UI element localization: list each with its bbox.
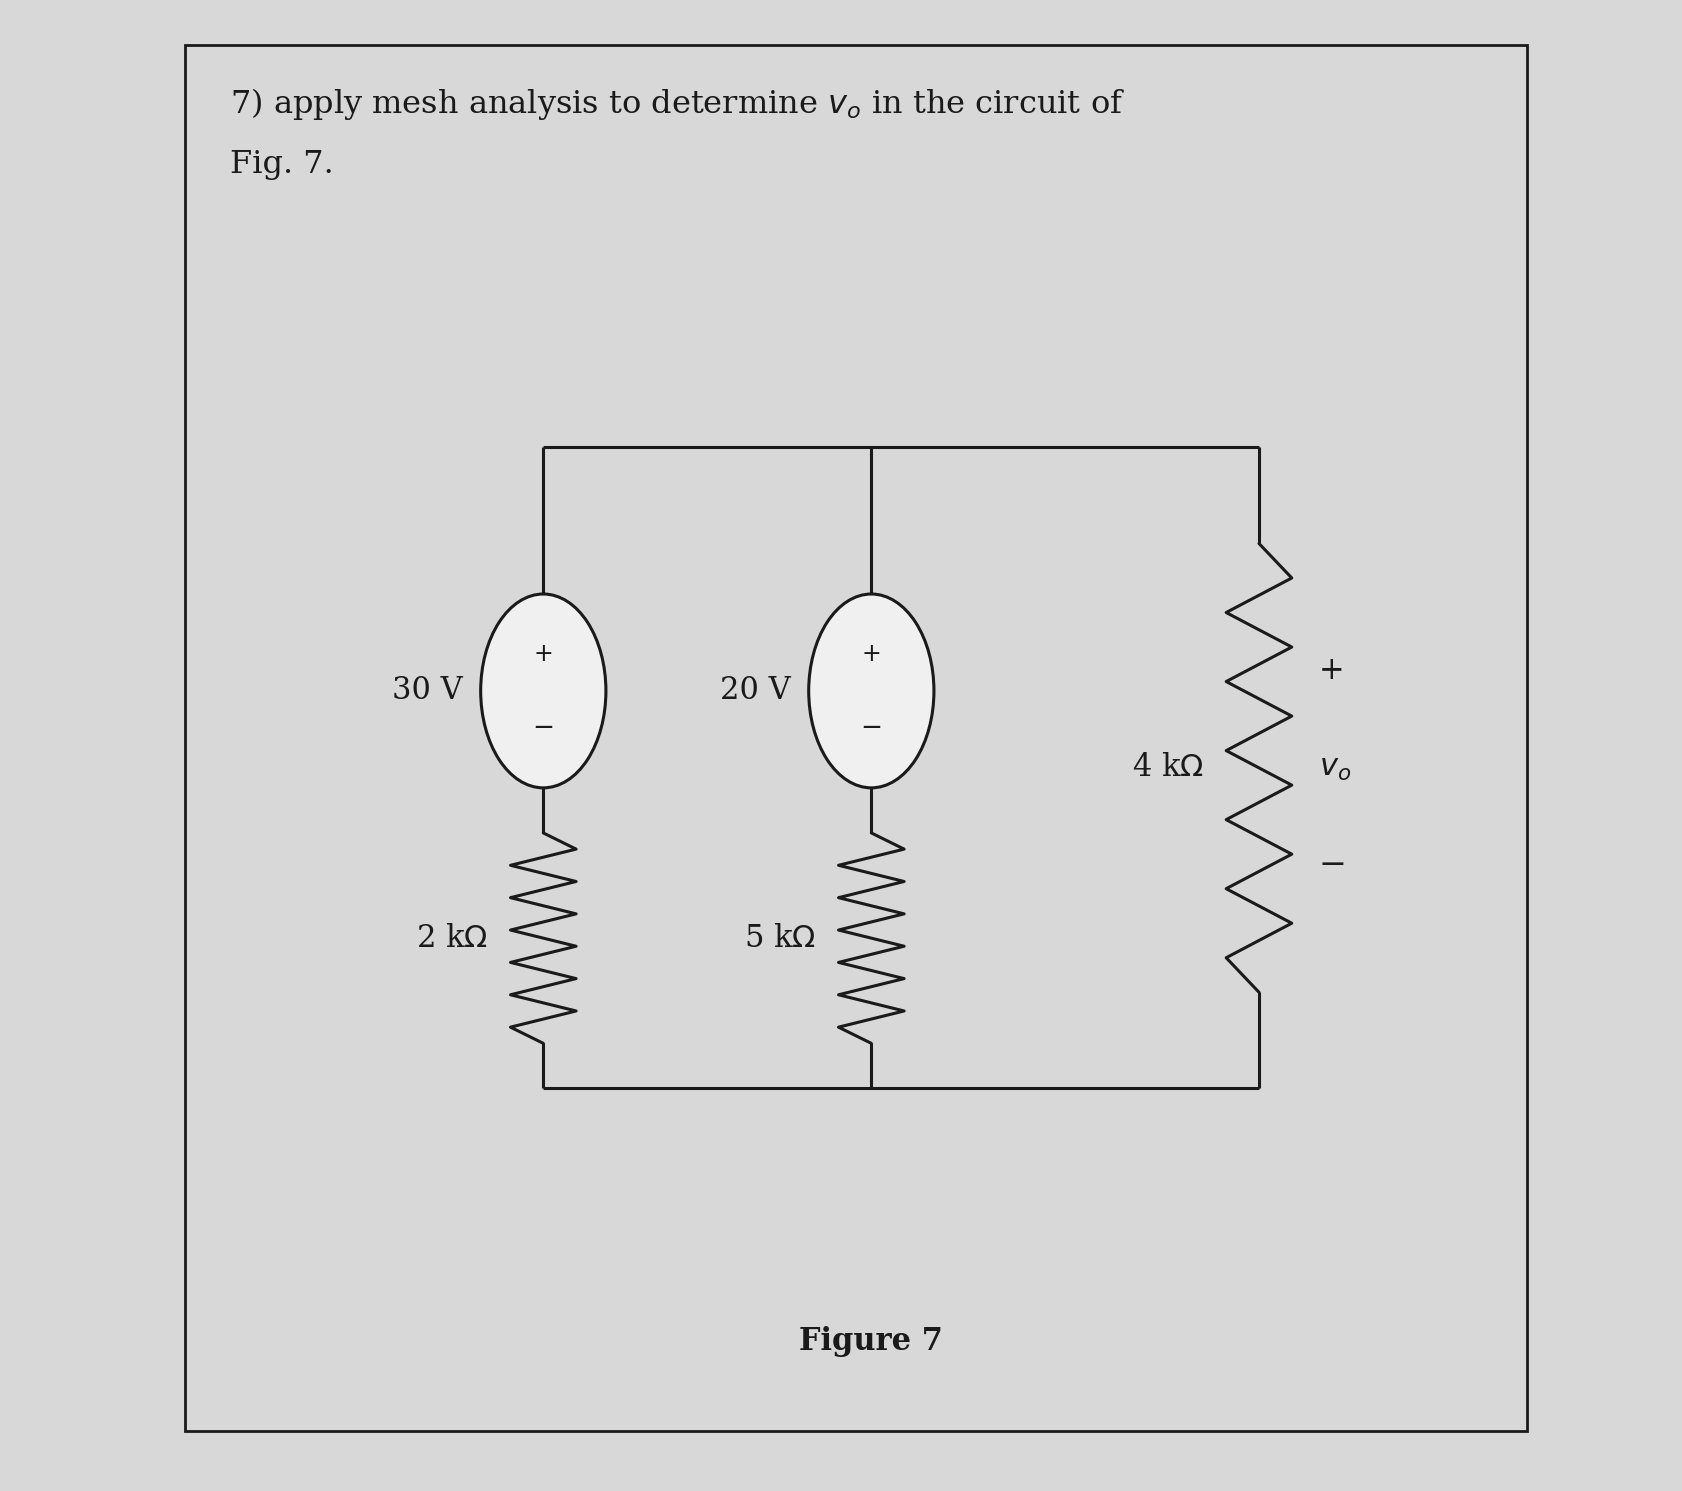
Text: −: − [1317,848,1346,881]
Text: +: + [861,643,881,666]
Text: 2 k$\Omega$: 2 k$\Omega$ [415,923,488,954]
Text: +: + [1317,656,1344,686]
Text: 20 V: 20 V [720,675,791,707]
Text: $v_o$: $v_o$ [1317,753,1351,783]
Text: +: + [533,643,553,666]
Ellipse shape [481,593,606,787]
Text: 7) apply mesh analysis to determine $v_o$ in the circuit of: 7) apply mesh analysis to determine $v_o… [230,86,1125,122]
Text: −: − [860,714,881,741]
Ellipse shape [809,593,934,787]
Text: Fig. 7.: Fig. 7. [230,149,333,179]
Text: Figure 7: Figure 7 [799,1327,942,1357]
Text: 30 V: 30 V [392,675,463,707]
Text: 5 k$\Omega$: 5 k$\Omega$ [743,923,816,954]
Text: −: − [532,714,553,741]
Text: 4 k$\Omega$: 4 k$\Omega$ [1132,753,1203,783]
